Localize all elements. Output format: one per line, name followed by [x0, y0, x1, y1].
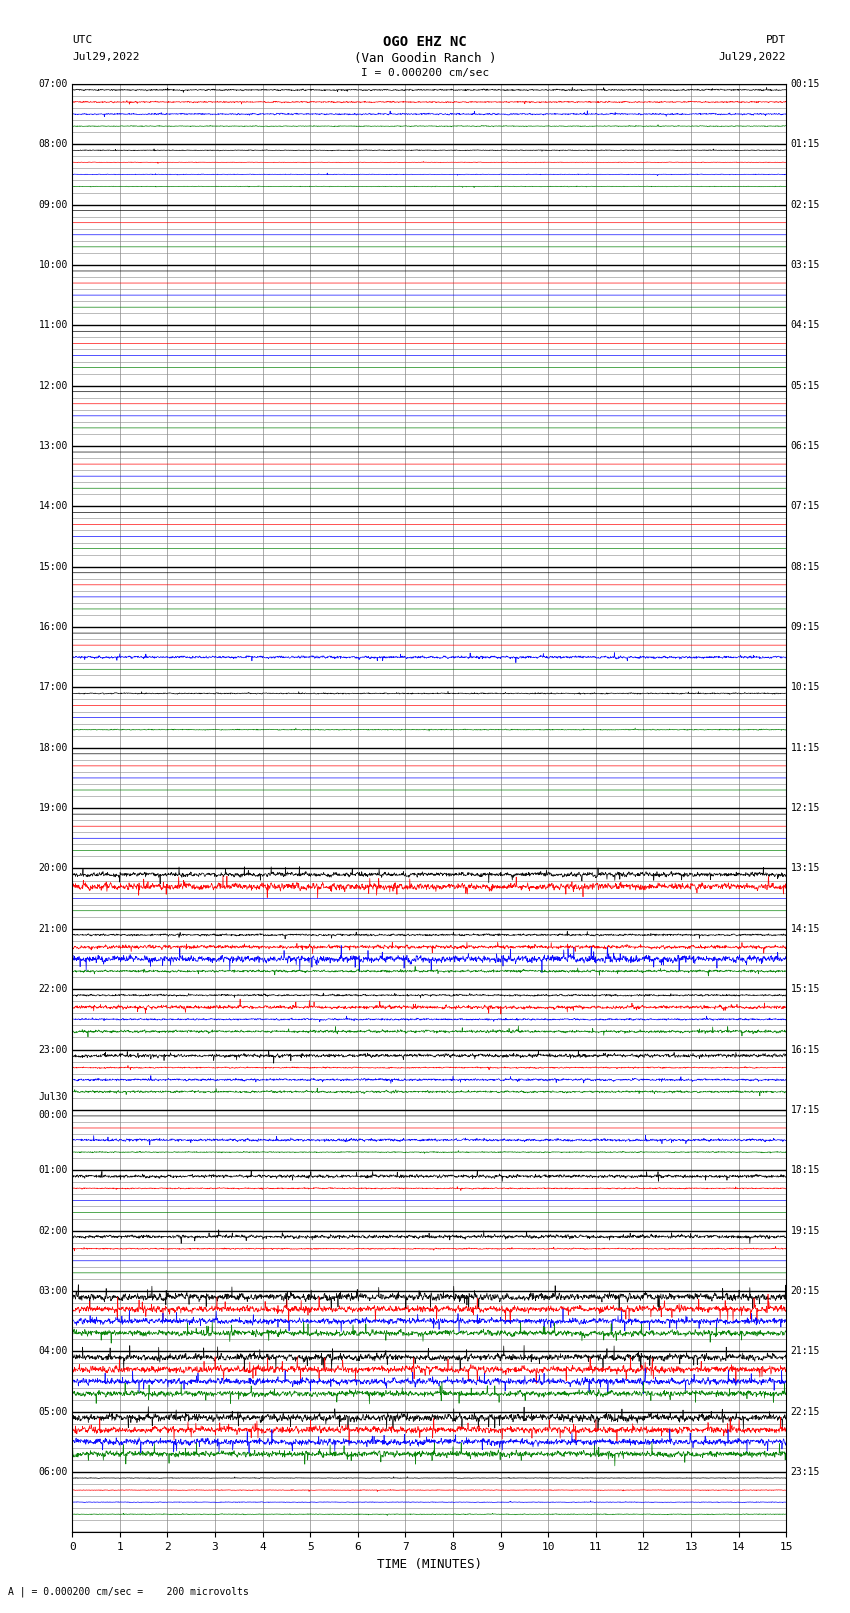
Text: 13:15: 13:15	[790, 863, 820, 874]
Text: A | = 0.000200 cm/sec =    200 microvolts: A | = 0.000200 cm/sec = 200 microvolts	[8, 1586, 249, 1597]
Text: Jul30: Jul30	[38, 1092, 68, 1102]
Text: 01:15: 01:15	[790, 139, 820, 150]
Text: 00:15: 00:15	[790, 79, 820, 89]
Text: 08:15: 08:15	[790, 561, 820, 571]
Text: 07:15: 07:15	[790, 502, 820, 511]
Text: 16:00: 16:00	[38, 623, 68, 632]
Text: 15:15: 15:15	[790, 984, 820, 994]
Text: 14:00: 14:00	[38, 502, 68, 511]
Text: 10:15: 10:15	[790, 682, 820, 692]
Text: I = 0.000200 cm/sec: I = 0.000200 cm/sec	[361, 68, 489, 77]
Text: 18:15: 18:15	[790, 1165, 820, 1176]
Text: 22:00: 22:00	[38, 984, 68, 994]
Text: UTC: UTC	[72, 35, 93, 45]
Text: 19:15: 19:15	[790, 1226, 820, 1236]
Text: 21:15: 21:15	[790, 1347, 820, 1357]
Text: Jul29,2022: Jul29,2022	[72, 52, 139, 61]
Text: 13:00: 13:00	[38, 440, 68, 452]
Text: 01:00: 01:00	[38, 1165, 68, 1176]
Text: 20:00: 20:00	[38, 863, 68, 874]
Text: OGO EHZ NC: OGO EHZ NC	[383, 35, 467, 50]
Text: 03:00: 03:00	[38, 1286, 68, 1295]
Text: 04:15: 04:15	[790, 321, 820, 331]
Text: 15:00: 15:00	[38, 561, 68, 571]
Text: 11:00: 11:00	[38, 321, 68, 331]
Text: 12:15: 12:15	[790, 803, 820, 813]
Text: 06:00: 06:00	[38, 1466, 68, 1478]
Text: Jul29,2022: Jul29,2022	[719, 52, 786, 61]
Text: 16:15: 16:15	[790, 1045, 820, 1055]
Text: 05:00: 05:00	[38, 1407, 68, 1416]
Text: 03:15: 03:15	[790, 260, 820, 269]
Text: 19:00: 19:00	[38, 803, 68, 813]
Text: 04:00: 04:00	[38, 1347, 68, 1357]
Text: 05:15: 05:15	[790, 381, 820, 390]
Text: 02:00: 02:00	[38, 1226, 68, 1236]
Text: 17:00: 17:00	[38, 682, 68, 692]
Text: 20:15: 20:15	[790, 1286, 820, 1295]
Text: 07:00: 07:00	[38, 79, 68, 89]
Text: 10:00: 10:00	[38, 260, 68, 269]
Text: (Van Goodin Ranch ): (Van Goodin Ranch )	[354, 52, 496, 65]
Text: 21:00: 21:00	[38, 924, 68, 934]
Text: 02:15: 02:15	[790, 200, 820, 210]
Text: 17:15: 17:15	[790, 1105, 820, 1115]
Text: 06:15: 06:15	[790, 440, 820, 452]
Text: PDT: PDT	[766, 35, 786, 45]
Text: 14:15: 14:15	[790, 924, 820, 934]
Text: 00:00: 00:00	[38, 1110, 68, 1119]
Text: 22:15: 22:15	[790, 1407, 820, 1416]
Text: 09:15: 09:15	[790, 623, 820, 632]
Text: 18:00: 18:00	[38, 742, 68, 753]
Text: 09:00: 09:00	[38, 200, 68, 210]
X-axis label: TIME (MINUTES): TIME (MINUTES)	[377, 1558, 482, 1571]
Text: 23:00: 23:00	[38, 1045, 68, 1055]
Text: 11:15: 11:15	[790, 742, 820, 753]
Text: 12:00: 12:00	[38, 381, 68, 390]
Text: 23:15: 23:15	[790, 1466, 820, 1478]
Text: 08:00: 08:00	[38, 139, 68, 150]
